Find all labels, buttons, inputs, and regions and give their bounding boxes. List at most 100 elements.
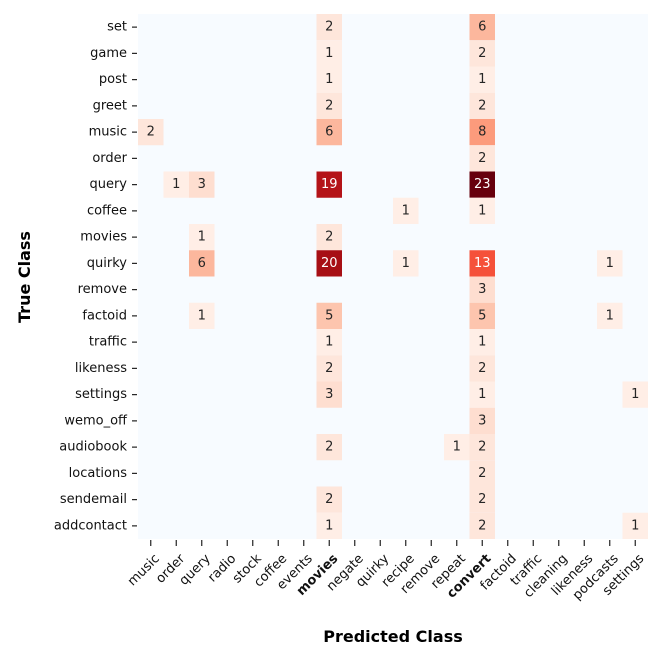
heatmap-cell-labels: 2 61 21 12 22 6 821 3 19 231 11 26 20 1 13 131 5 5 11 12 23 1… [147, 20, 640, 534]
heatmap-cell [316, 92, 342, 119]
heatmap-cell-label: 1 [172, 177, 180, 192]
y-tick-label: sendemail [60, 492, 127, 507]
y-axis-title: True Class [15, 231, 34, 323]
heatmap-cell [393, 197, 419, 224]
heatmap-cell-label: 1 [402, 203, 410, 218]
heatmap-cell [316, 355, 342, 382]
y-tick-label: coffee [87, 203, 127, 218]
y-tick-label: remove [78, 282, 127, 297]
y-tick-label: query [89, 177, 127, 192]
y-tick-label: settings [75, 387, 127, 402]
x-axis-title: Predicted Class [323, 627, 462, 646]
heatmap-cell [316, 486, 342, 513]
y-tick-label: order [92, 151, 127, 166]
y-tick-label: likeness [75, 361, 127, 376]
heatmap-cell-label: 3 [325, 387, 333, 402]
heatmap-cell [622, 512, 648, 539]
heatmap-cell [316, 512, 342, 539]
heatmap-cell [393, 250, 419, 277]
heatmap-cell [469, 92, 495, 119]
heatmap-cell-label: 2 [478, 361, 486, 376]
y-tick-label: set [107, 20, 127, 35]
heatmap-cell [469, 250, 495, 277]
heatmap-cell [189, 250, 215, 277]
heatmap-cell-label: 2 [325, 361, 333, 376]
y-tick-label: game [90, 46, 127, 61]
y-tick-label: music [89, 125, 127, 140]
heatmap-cell [444, 434, 470, 461]
heatmap-cell [316, 329, 342, 356]
heatmap-cell [469, 486, 495, 513]
heatmap-cell-label: 19 [321, 177, 338, 192]
heatmap-cell [469, 512, 495, 539]
heatmap-cell [469, 14, 495, 41]
heatmap-cell [316, 14, 342, 41]
heatmap-cell [469, 355, 495, 382]
heatmap-cell-label: 1 [631, 387, 639, 402]
heatmap-cell-label: 2 [478, 518, 486, 533]
x-tick-label: music [125, 551, 163, 589]
heatmap-cell [138, 119, 164, 146]
heatmap-cell-label: 5 [325, 308, 333, 323]
y-tick-label: addcontact [54, 518, 127, 533]
heatmap-cell-label: 1 [325, 335, 333, 350]
heatmap-cell-label: 6 [198, 256, 206, 271]
heatmap-cell-label: 2 [325, 440, 333, 455]
y-tick-label: quirky [87, 256, 128, 271]
heatmap-cell-label: 2 [325, 20, 333, 35]
y-tick-label: factoid [82, 308, 127, 323]
y-tick-label: greet [93, 98, 127, 113]
heatmap-cell [469, 171, 495, 198]
y-tick-label: post [99, 72, 127, 87]
heatmap-cell [597, 302, 623, 329]
heatmap-cell [469, 407, 495, 434]
heatmap-cell [316, 434, 342, 461]
x-axis: musicorderqueryradiostockcoffeeeventsmov… [125, 540, 647, 603]
heatmap-cell-label: 2 [325, 98, 333, 113]
heatmap-cell-label: 1 [631, 518, 639, 533]
heatmap-cell-label: 3 [478, 282, 486, 297]
heatmap-cell-label: 13 [474, 256, 491, 271]
heatmap-cell-label: 2 [147, 125, 155, 140]
heatmap-cell-label: 2 [478, 466, 486, 481]
heatmap-cell-label: 2 [478, 440, 486, 455]
heatmap-cell [469, 460, 495, 487]
heatmap-cell [469, 40, 495, 67]
heatmap-cell [189, 302, 215, 329]
heatmap-cell [469, 302, 495, 329]
heatmap-cell [316, 224, 342, 251]
heatmap-cell [316, 66, 342, 93]
y-tick-label: wemo_off [64, 413, 128, 428]
heatmap-cell-label: 6 [478, 20, 486, 35]
heatmap-cells [138, 14, 648, 539]
heatmap-cell-label: 8 [478, 125, 486, 140]
heatmap-cell-label: 2 [478, 492, 486, 507]
heatmap-cell-label: 1 [453, 440, 461, 455]
heatmap-cell [469, 145, 495, 172]
heatmap-cell [597, 250, 623, 277]
heatmap-cell-label: 1 [402, 256, 410, 271]
heatmap-cell [469, 434, 495, 461]
heatmap-cell [469, 197, 495, 224]
y-tick-label: locations [69, 466, 128, 481]
heatmap-cell-label: 1 [198, 230, 206, 245]
heatmap-cell-label: 2 [325, 230, 333, 245]
heatmap-cell-label: 6 [325, 125, 333, 140]
heatmap-cell [469, 119, 495, 146]
heatmap-cell [469, 276, 495, 303]
heatmap-cell [189, 224, 215, 251]
heatmap-cell [316, 302, 342, 329]
heatmap-cell [469, 66, 495, 93]
heatmap-cell-label: 1 [606, 256, 614, 271]
heatmap-cell-label: 1 [606, 308, 614, 323]
heatmap-cell-label: 1 [325, 72, 333, 87]
heatmap-cell [469, 329, 495, 356]
heatmap-cell [316, 119, 342, 146]
heatmap-cell-label: 1 [325, 518, 333, 533]
heatmap-cell [316, 171, 342, 198]
heatmap-cell-label: 1 [478, 203, 486, 218]
heatmap-cell-label: 2 [478, 46, 486, 61]
y-axis: set game post greet music order query coffee mov… [54, 20, 137, 533]
heatmap-cell-label: 23 [474, 177, 491, 192]
